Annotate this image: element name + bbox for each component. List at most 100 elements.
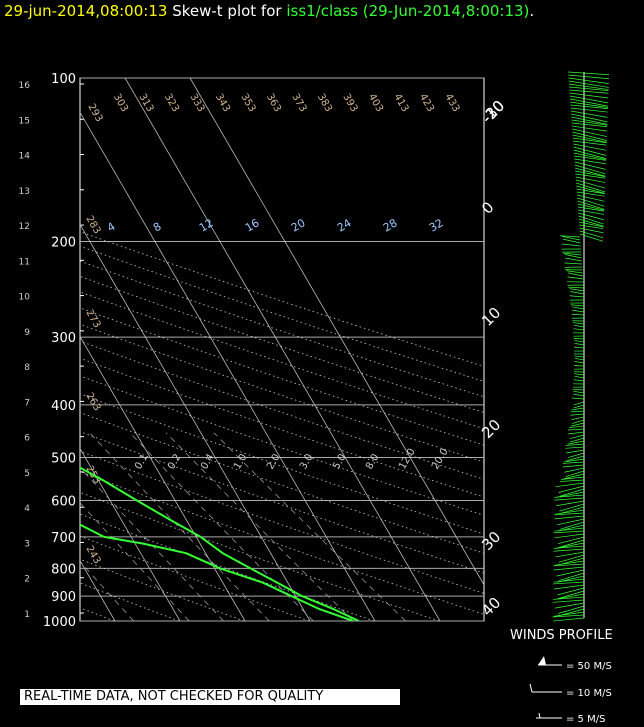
mixing-ratio-12 (165, 432, 354, 621)
wind-barb (552, 581, 585, 585)
isotherm--10 (80, 447, 181, 621)
wind-barb (557, 587, 585, 596)
wind-barb (574, 155, 606, 161)
wind-barb (559, 503, 585, 512)
wind-barb (563, 252, 582, 256)
height-label-9: 9 (24, 328, 30, 338)
height-label-14: 14 (19, 152, 31, 162)
height-label-6: 6 (24, 434, 30, 444)
wind-barb (565, 254, 582, 259)
wind-legend-50: = 50 M/S (566, 661, 612, 672)
wind-barb (553, 512, 585, 516)
wind-barb (573, 404, 585, 409)
dry-adiabat-333 (80, 431, 484, 574)
dry-adiabat-label-293: 293 (85, 102, 104, 124)
pressure-label-200: 200 (51, 235, 76, 250)
dry-adiabat-label-383: 383 (315, 92, 334, 114)
pressure-label-100: 100 (51, 72, 76, 87)
wind-barb (573, 393, 585, 397)
dry-adiabat-283 (80, 535, 310, 621)
wind-barb (569, 98, 609, 107)
pressure-label-900: 900 (51, 590, 76, 605)
wind-barb (578, 212, 604, 221)
wind-barb (556, 569, 585, 577)
pressure-label-800: 800 (51, 562, 76, 577)
isotherm-40 (189, 78, 484, 586)
wind-barb (567, 276, 584, 280)
title-station: iss1/class (29-Jun-2014,8:00:13) (286, 2, 530, 20)
wind-barb (569, 434, 585, 439)
height-label-15: 15 (19, 116, 30, 126)
wind-barb (558, 536, 585, 545)
dry-adiabat-label-303: 303 (111, 92, 130, 114)
isotherm-right-label-2: -10 (478, 97, 508, 127)
quality-warning: REAL-TIME DATA, NOT CHECKED FOR QUALITY (20, 689, 400, 705)
wind-barb (570, 291, 585, 295)
isotherm-20 (80, 111, 376, 621)
wind-barb (574, 357, 585, 361)
wind-barb (554, 602, 585, 609)
wind-barb (570, 101, 608, 108)
wind-barb (558, 590, 585, 599)
wind-barb (568, 74, 609, 80)
mixing-ratio-8 (129, 432, 314, 621)
wind-barb (570, 422, 585, 427)
mixing-ratio-label-32: 32 (427, 216, 446, 234)
wind-barb (573, 390, 585, 394)
wind-barb (553, 611, 585, 617)
wind-barb (572, 419, 585, 424)
wind-barb (568, 425, 585, 429)
wind-barb (579, 224, 604, 229)
wind-barb (574, 355, 585, 358)
wind-barb (574, 340, 585, 343)
dry-adiabat-413 (80, 291, 484, 430)
title-end: . (529, 2, 535, 20)
wind-barb (562, 236, 581, 241)
wind-barb (576, 185, 605, 194)
mixing-ratio-low-label-9: 20.0 (430, 447, 451, 472)
wind-barb (579, 230, 604, 239)
wind-barb (555, 482, 585, 488)
wind-barb (576, 188, 605, 195)
mixing-ratio-low-label-7: 8.0 (364, 452, 381, 471)
wind-barb (576, 194, 605, 202)
wind-barb (577, 203, 605, 211)
wind-barb (558, 572, 585, 581)
wind-barb (559, 539, 585, 548)
wind-barb (570, 104, 608, 110)
wind-barb (558, 605, 585, 614)
dry-adiabat-label-423: 423 (417, 92, 436, 114)
wind-barb (568, 428, 585, 431)
wind-barb (560, 476, 585, 480)
mixing-ratio-low-label-4: 2.0 (265, 452, 282, 471)
wind-barb (573, 328, 585, 331)
height-label-16: 16 (19, 81, 31, 91)
wind-barb (565, 449, 585, 454)
isotherm-30 (124, 78, 441, 621)
wind-barb (573, 401, 585, 406)
wind-barb (568, 286, 584, 289)
wind-barb (562, 464, 585, 468)
height-label-8: 8 (24, 363, 30, 373)
wind-barb (575, 173, 606, 179)
wind-barb (568, 77, 609, 84)
wind-barb (554, 497, 585, 501)
wind-barb (574, 373, 585, 376)
mixing-ratio-low-label-8: 12.0 (397, 447, 418, 472)
wind-barb (572, 306, 585, 310)
height-label-10: 10 (19, 293, 31, 303)
wind-barb (570, 410, 585, 413)
isotherm-right-label-7: 40 (478, 594, 504, 620)
wind-barb (572, 128, 607, 137)
wind-barb (576, 191, 605, 197)
wind-barb (568, 431, 585, 435)
wind-barb (572, 134, 607, 143)
wind-barb (558, 506, 585, 515)
dry-adiabat-453 (80, 231, 484, 367)
dry-adiabat-label-433: 433 (442, 92, 461, 114)
wind-barb (577, 200, 605, 210)
wind-barb (571, 116, 608, 125)
dry-adiabat-373 (80, 357, 484, 498)
mixing-ratio-label-4: 4 (105, 220, 118, 235)
mixing-ratio-label-24: 24 (335, 216, 354, 234)
